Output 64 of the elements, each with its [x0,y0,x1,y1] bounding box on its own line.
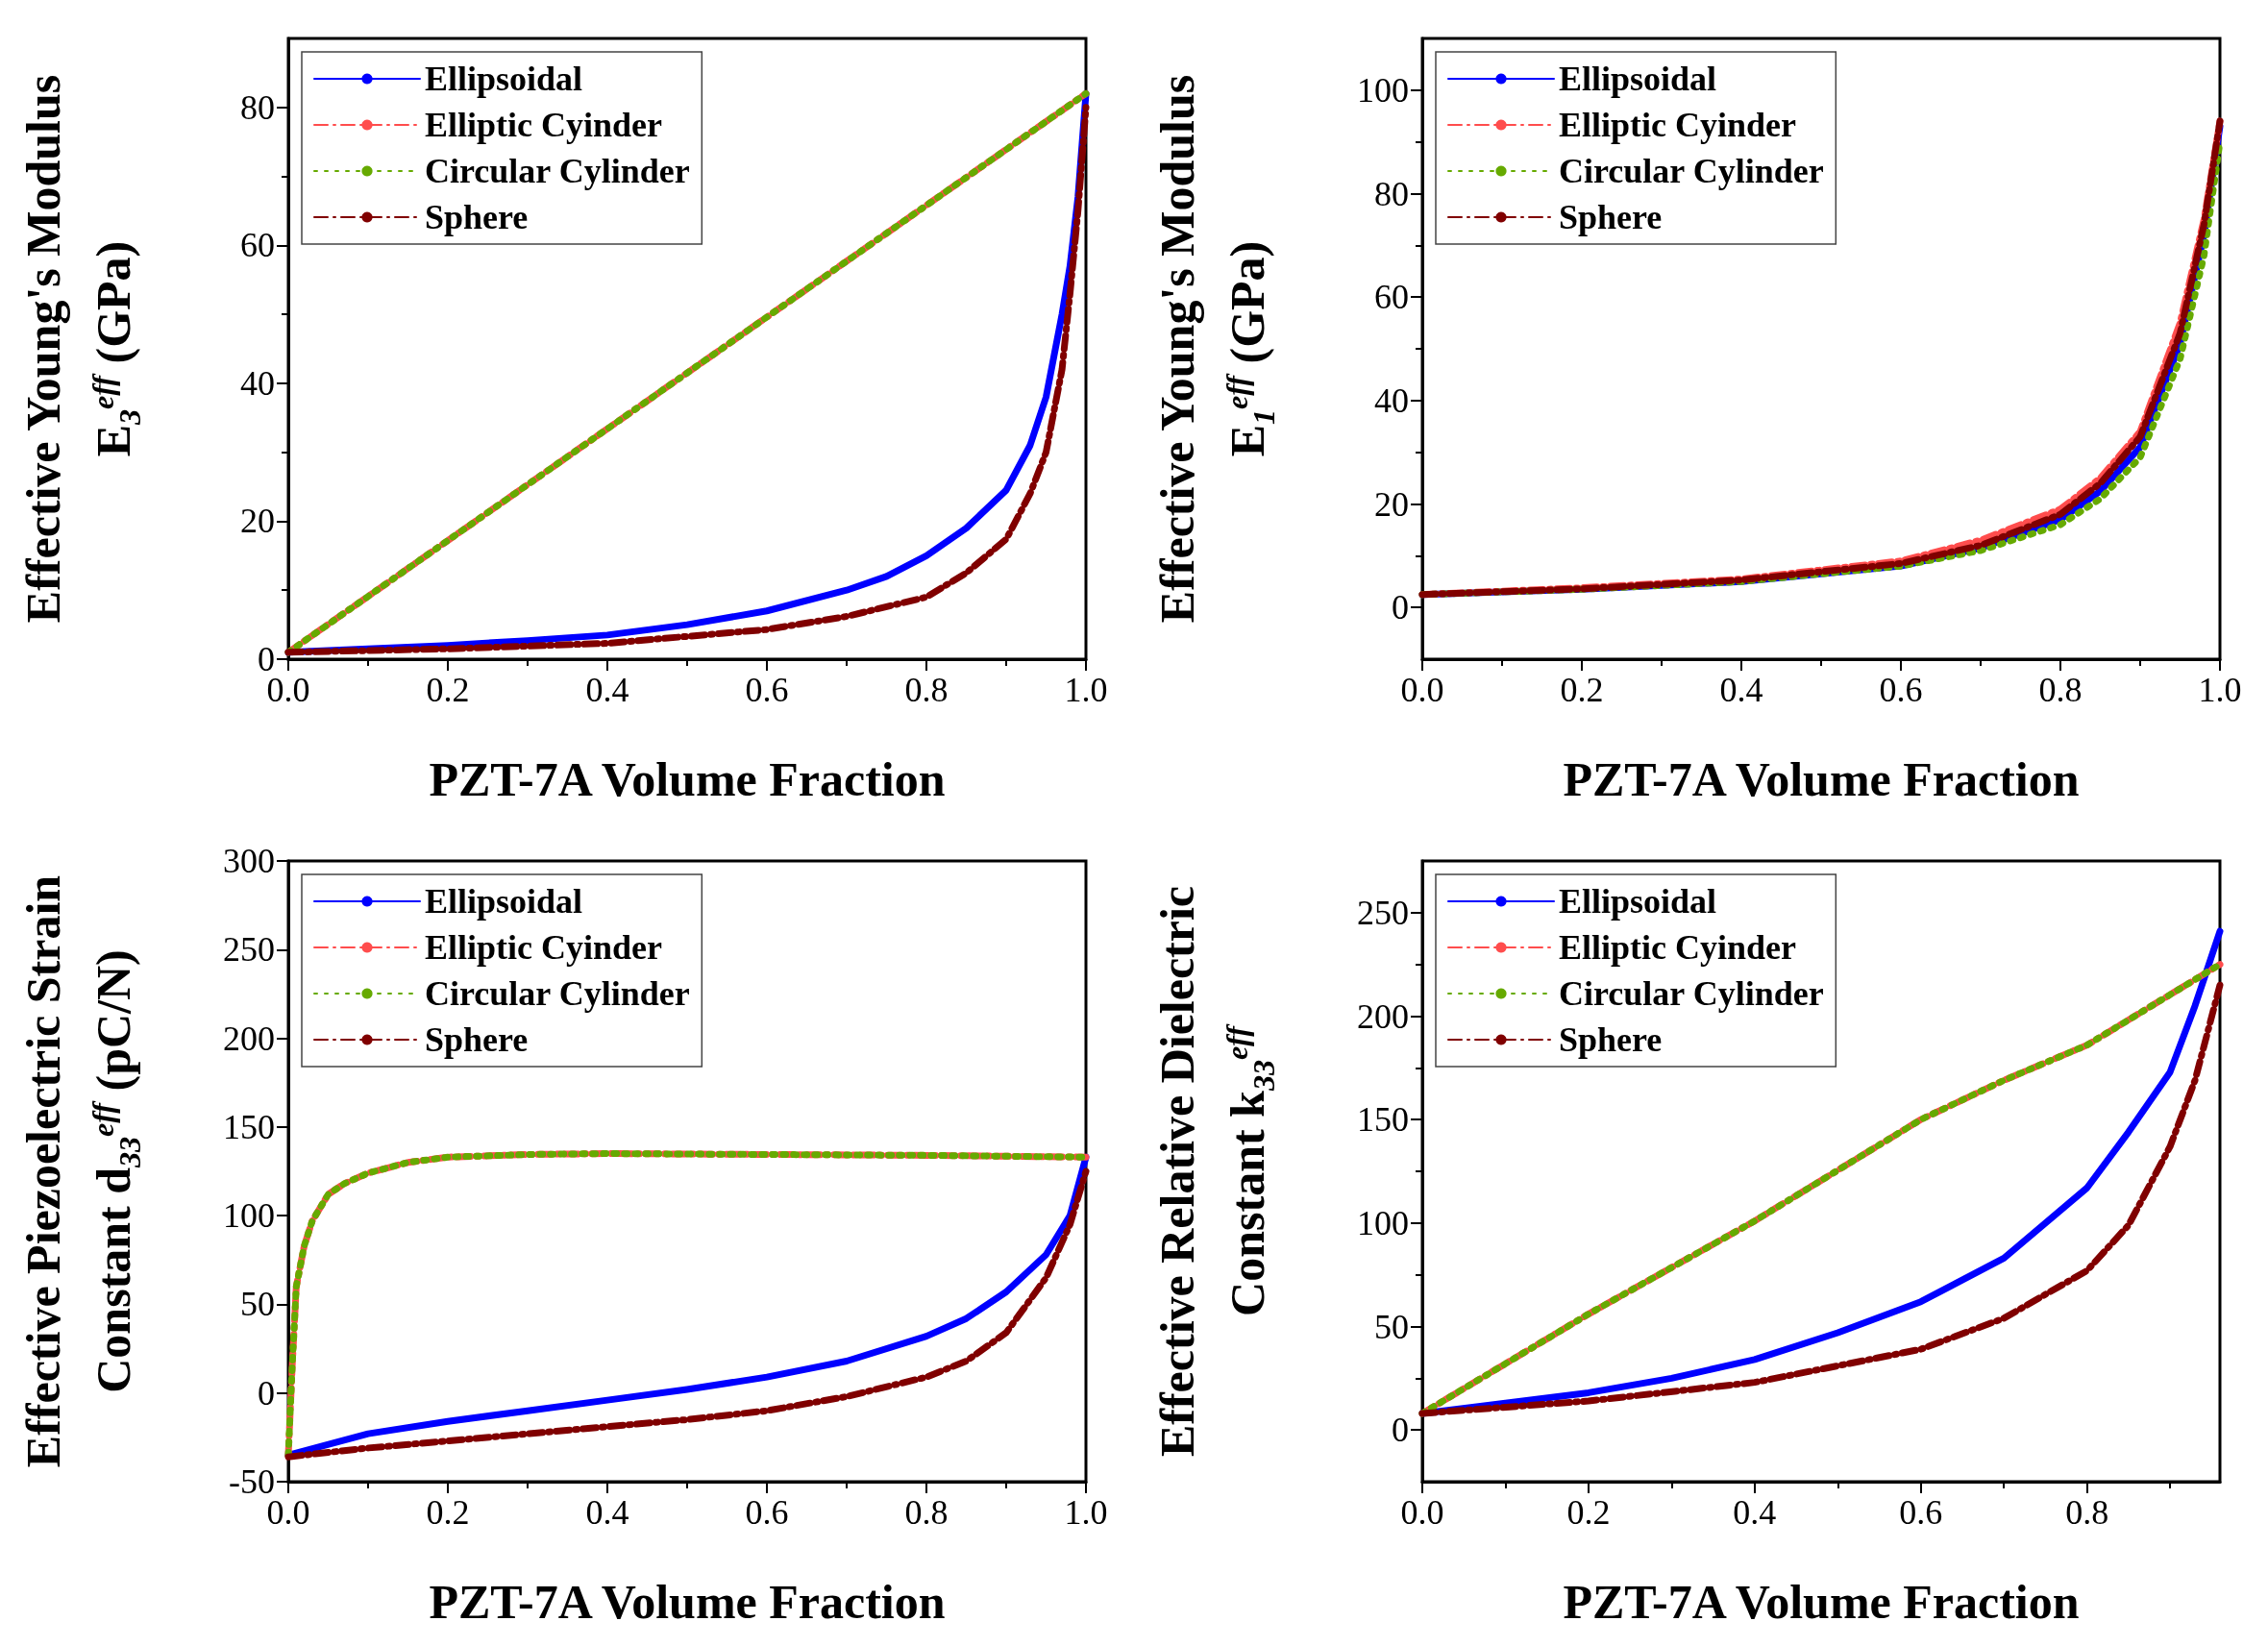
y-tick-label: 100 [1357,1203,1409,1242]
legend-label: Circular Cylinder [1559,152,1824,190]
y-tick-label: 20 [1374,484,1409,524]
x-axis-title: PZT-7A Volume Fraction [429,752,946,806]
legend-label: Elliptic Cyinder [1559,106,1797,144]
y-tick-label: 40 [240,363,275,403]
legend-label: Sphere [425,198,529,236]
legend-label: Sphere [425,1020,529,1059]
y-tick-label: 0 [1392,1411,1409,1450]
legend-label: Elliptic Cyinder [425,106,663,144]
legend-label: Circular Cylinder [425,152,690,190]
x-axis-title: PZT-7A Volume Fraction [429,1575,946,1629]
legend-label: Ellipsoidal [425,882,583,921]
legend-label: Ellipsoidal [425,60,583,98]
x-tick-label: 0.0 [1400,1493,1444,1532]
y-tick-label: 50 [240,1285,275,1324]
legend-label: Elliptic Cyinder [425,928,663,967]
x-tick-label: 0.8 [2065,1493,2109,1532]
x-tick-label: 0.6 [1879,671,1923,709]
legend-label: Circular Cylinder [1559,974,1824,1013]
x-tick-label: 0.2 [1566,1493,1611,1532]
y-tick-label: 40 [1374,381,1409,420]
x-tick-label: 0.2 [1560,671,1604,709]
y-tick-label: 50 [1374,1307,1409,1346]
y-tick-label: 0 [258,1373,275,1413]
y-tick-label: 80 [240,87,275,127]
x-tick-label: 0.8 [904,1493,949,1532]
x-tick-label: 0.6 [745,1493,789,1532]
y-tick-label: 200 [1357,996,1409,1036]
x-tick-label: 0.6 [745,671,789,709]
y-tick-label: 0 [1392,588,1409,627]
x-tick-label: 0.8 [2038,671,2083,709]
x-tick-label: 0.4 [585,671,629,709]
x-axis-title: PZT-7A Volume Fraction [1563,752,2080,806]
y-tick-label: 200 [223,1019,275,1058]
legend-label: Sphere [1559,1020,1663,1059]
x-tick-label: 1.0 [1064,1493,1108,1532]
y-tick-label: 150 [1357,1100,1409,1140]
y-tick-label: 60 [240,226,275,265]
x-tick-label: 1.0 [1064,671,1108,709]
x-axis-title: PZT-7A Volume Fraction [1563,1575,2080,1629]
y-tick-label: 300 [223,842,275,880]
x-tick-label: 0.6 [1899,1493,1943,1532]
x-tick-label: 1.0 [2198,671,2242,709]
legend-label: Elliptic Cyinder [1559,928,1797,967]
legend-label: Ellipsoidal [1559,882,1717,921]
x-tick-label: 0.8 [904,671,949,709]
y-tick-label: 60 [1374,278,1409,317]
y-tick-label: 250 [1357,893,1409,932]
x-tick-label: 0.0 [1400,671,1444,709]
legend-label: Sphere [1559,198,1663,236]
y-tick-label: 100 [1357,70,1409,110]
legend-label: Circular Cylinder [425,974,690,1013]
x-tick-label: 0.4 [585,1493,629,1532]
y-tick-label: 250 [223,930,275,970]
y-tick-label: 80 [1374,174,1409,213]
y-tick-label: 100 [223,1196,275,1236]
x-tick-label: 0.4 [1719,671,1763,709]
x-tick-label: 0.2 [426,1493,470,1532]
y-tick-label: 20 [240,502,275,541]
x-tick-label: 0.2 [426,671,470,709]
legend-label: Ellipsoidal [1559,60,1717,98]
y-tick-label: 150 [223,1107,275,1146]
x-tick-label: 0.4 [1733,1493,1777,1532]
